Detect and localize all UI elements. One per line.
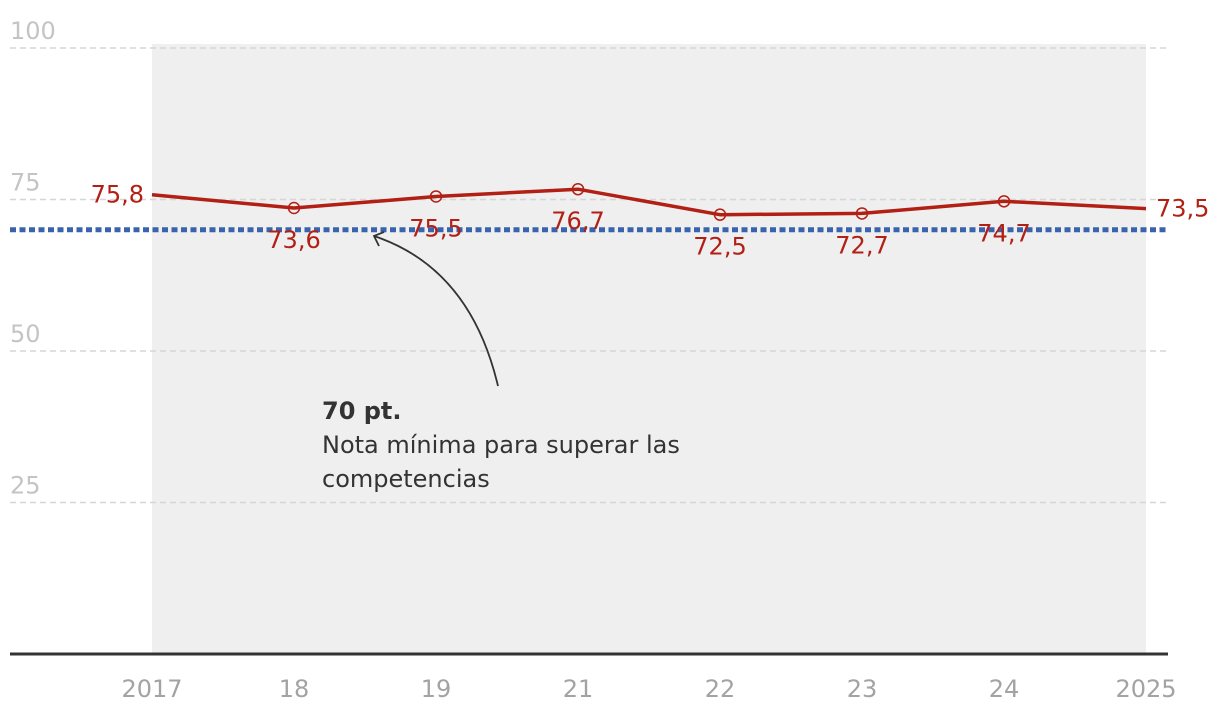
data-label: 76,7 [551,207,604,235]
data-labels: 75,8 73,6 75,5 76,7 72,5 72,7 74,7 73,5 [91,181,1210,261]
x-tick-label: 22 [705,675,736,703]
data-label: 72,5 [693,233,746,261]
shaded-period-area [152,44,1146,654]
annotation-arrowhead [372,231,385,247]
x-axis-ticks: 2017 18 19 21 22 23 24 2025 [121,675,1176,703]
annotation-arrow [373,235,499,387]
data-label: 72,7 [835,231,888,259]
x-tick-label: 19 [421,675,452,703]
data-point [429,190,443,203]
data-points [287,182,1011,221]
y-axis-ticks: 25 50 75 100 [10,17,56,500]
y-tick-label: 50 [10,320,41,348]
y-tick-label: 100 [10,17,56,45]
data-point [997,195,1011,208]
y-tick-label: 25 [10,472,41,500]
x-tick-label: 23 [847,675,878,703]
x-tick-label: 2017 [121,675,182,703]
series-line [151,187,1147,217]
data-point [713,208,727,221]
annotation-title: 70 pt. [322,397,402,425]
data-point [855,207,869,220]
annotation-text-line-2: competencias [322,465,490,493]
annotation-text-line-1: Nota mínima para superar las [322,431,680,459]
data-label: 74,7 [977,219,1030,247]
x-tick-label: 24 [989,675,1020,703]
data-label: 75,8 [91,181,144,209]
x-tick-label: 18 [279,675,310,703]
data-point [287,201,301,215]
data-label: 75,5 [409,214,462,242]
data-point [571,182,585,196]
data-label: 73,5 [1156,195,1209,223]
y-tick-label: 75 [10,169,41,197]
x-tick-label: 21 [563,675,594,703]
data-label: 73,6 [267,226,320,254]
x-tick-label: 2025 [1115,675,1176,703]
